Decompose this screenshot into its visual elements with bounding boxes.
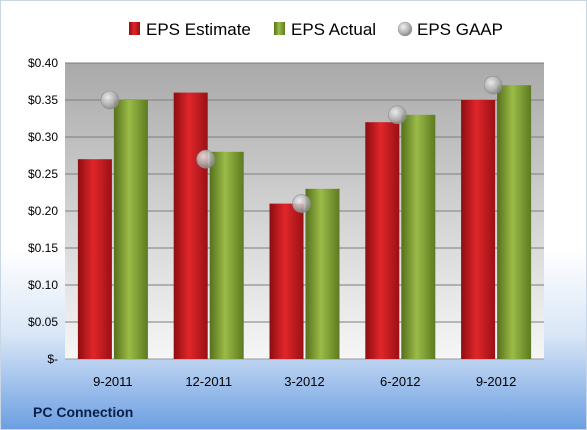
- point-eps-gaap: [196, 149, 215, 169]
- legend-item-eps-actual: EPS Actual: [274, 20, 376, 39]
- x-tick-label: 12-2011: [185, 374, 232, 389]
- bar-eps-actual: [497, 85, 532, 359]
- y-tick-label: $0.40: [28, 56, 58, 70]
- bar-eps-actual: [113, 100, 148, 359]
- point-eps-gaap: [483, 75, 503, 95]
- point-eps-gaap: [387, 105, 407, 125]
- bar-eps-estimate: [77, 159, 112, 359]
- bar-eps-actual: [209, 151, 244, 359]
- x-tick-label: 9-2011: [93, 374, 133, 389]
- y-tick-label: $0.35: [28, 93, 58, 107]
- legend-label-eps-gaap: EPS GAAP: [417, 20, 503, 39]
- bar-eps-actual: [305, 188, 340, 359]
- y-tick-label: $0.05: [28, 315, 58, 329]
- legend-swatch-eps-actual: [274, 22, 285, 35]
- gaap-points: [100, 75, 503, 213]
- y-axis-ticks: $- $0.05 $0.10 $0.15 $0.20 $0.25 $0.30 $0.35 $0.…: [28, 56, 58, 366]
- x-tick-label: 6-2012: [380, 374, 420, 389]
- bar-eps-actual: [401, 114, 436, 359]
- company-name: PC Connection: [33, 404, 133, 420]
- legend-item-eps-gaap: EPS GAAP: [397, 20, 503, 39]
- point-eps-gaap: [292, 194, 311, 213]
- legend-label-eps-estimate: EPS Estimate: [146, 20, 251, 39]
- legend-swatch-eps-estimate: [129, 22, 140, 35]
- bars: [77, 85, 532, 359]
- y-tick-label: $0.25: [28, 167, 58, 181]
- point-eps-gaap: [100, 90, 120, 110]
- x-tick-label: 3-2012: [284, 374, 324, 389]
- legend-label-eps-actual: EPS Actual: [291, 20, 376, 39]
- legend-swatch-eps-gaap: [397, 21, 413, 37]
- legend: EPS Estimate EPS Actual EPS GAAP: [129, 20, 503, 39]
- y-tick-label: $0.30: [28, 130, 58, 144]
- y-tick-label: $0.15: [28, 241, 58, 255]
- bar-eps-estimate: [365, 122, 400, 359]
- x-axis-labels: 9-2011 12-2011 3-2012 6-2012 9-2012: [93, 374, 516, 389]
- bar-eps-estimate: [461, 100, 496, 359]
- y-tick-label: $0.20: [28, 204, 58, 218]
- bar-eps-estimate: [269, 203, 304, 359]
- y-tick-label: $0.10: [28, 278, 58, 292]
- bar-eps-estimate: [173, 92, 208, 359]
- legend-item-eps-estimate: EPS Estimate: [129, 20, 251, 39]
- y-tick-label: $-: [47, 352, 58, 366]
- x-tick-label: 9-2012: [476, 374, 516, 389]
